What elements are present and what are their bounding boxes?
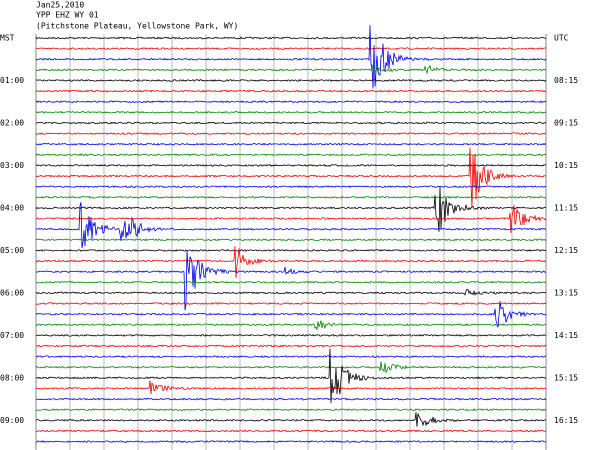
trace bbox=[35, 204, 547, 234]
trace bbox=[35, 110, 547, 114]
trace bbox=[35, 408, 547, 412]
right-time-label: 12:15 bbox=[554, 246, 578, 255]
trace bbox=[35, 195, 547, 199]
trace bbox=[35, 320, 547, 332]
trace bbox=[35, 153, 547, 157]
trace bbox=[36, 397, 547, 401]
traces bbox=[35, 25, 547, 444]
trace bbox=[35, 147, 547, 208]
trace bbox=[35, 202, 547, 249]
right-time-label: 09:15 bbox=[554, 118, 578, 127]
trace bbox=[36, 142, 547, 146]
left-time-label: 01:00 bbox=[0, 76, 24, 85]
trace bbox=[35, 361, 547, 374]
left-time-label: 08:00 bbox=[0, 373, 24, 382]
left-time-label: 05:00 bbox=[0, 246, 24, 255]
left-time-label: 03:00 bbox=[0, 161, 24, 170]
left-time-label: 02:00 bbox=[0, 118, 24, 127]
trace bbox=[35, 36, 547, 40]
station: YPP EHZ WY 01 bbox=[36, 11, 99, 20]
trace bbox=[36, 121, 547, 125]
left-axis-title: MST bbox=[0, 34, 15, 43]
location: (Pitchstone Plateau, Yellowstone Park, W… bbox=[36, 22, 238, 31]
trace bbox=[36, 348, 547, 404]
right-time-label: 16:15 bbox=[554, 416, 578, 425]
right-time-label: 10:15 bbox=[554, 161, 578, 170]
trace bbox=[35, 380, 547, 395]
trace bbox=[35, 248, 547, 252]
left-time-label: 04:00 bbox=[0, 203, 24, 212]
trace bbox=[35, 288, 547, 296]
trace bbox=[35, 47, 547, 51]
trace bbox=[35, 100, 547, 104]
trace bbox=[36, 301, 547, 305]
right-time-label: 14:15 bbox=[554, 331, 578, 340]
right-time-label: 11:15 bbox=[554, 203, 578, 212]
left-time-label: 07:00 bbox=[0, 331, 24, 340]
trace bbox=[36, 333, 547, 337]
right-time-label: 08:15 bbox=[554, 76, 578, 85]
trace bbox=[35, 185, 547, 189]
trace bbox=[35, 280, 547, 284]
trace bbox=[35, 132, 547, 136]
trace bbox=[35, 412, 547, 427]
trace bbox=[35, 250, 547, 311]
trace bbox=[35, 78, 547, 82]
trace bbox=[35, 238, 547, 242]
trace bbox=[35, 440, 547, 444]
right-time-label: 15:15 bbox=[554, 373, 578, 382]
left-time-label: 06:00 bbox=[0, 288, 24, 297]
trace bbox=[35, 429, 547, 433]
trace bbox=[35, 163, 547, 167]
date: Jan25,2010 bbox=[36, 1, 84, 10]
grid bbox=[35, 34, 547, 450]
left-time-label: 09:00 bbox=[0, 416, 24, 425]
trace bbox=[36, 63, 547, 75]
trace bbox=[35, 185, 547, 232]
trace bbox=[35, 301, 547, 328]
trace bbox=[35, 246, 547, 278]
trace bbox=[35, 25, 547, 89]
trace bbox=[35, 89, 547, 93]
right-time-label: 13:15 bbox=[554, 288, 578, 297]
right-axis-title: UTC bbox=[554, 34, 569, 43]
trace bbox=[35, 355, 547, 359]
trace bbox=[35, 344, 547, 348]
